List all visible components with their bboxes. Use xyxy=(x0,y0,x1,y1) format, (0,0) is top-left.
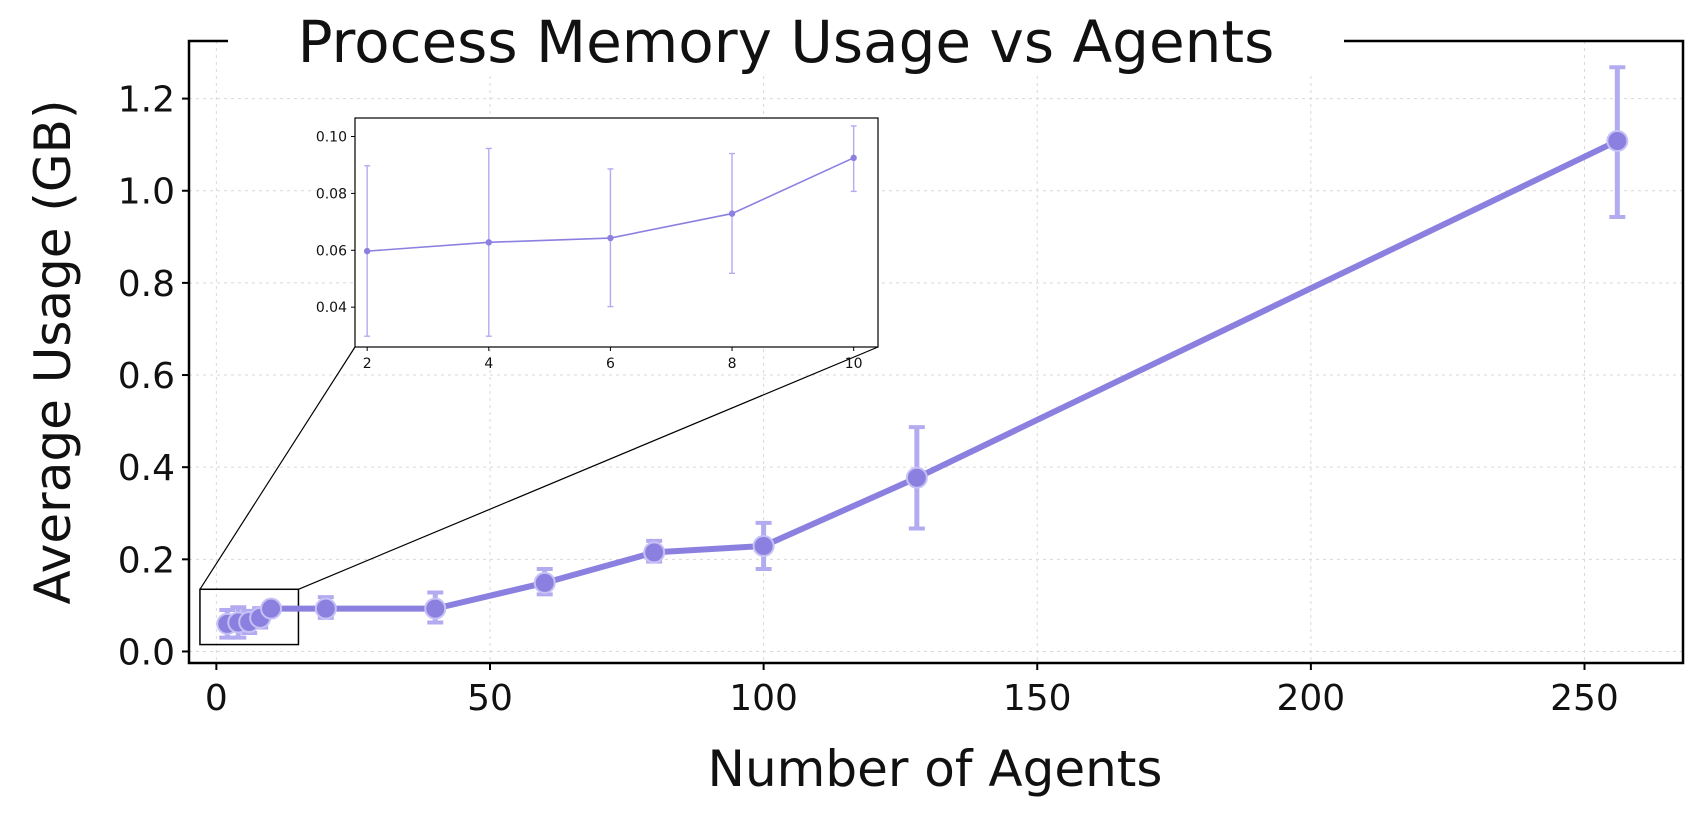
inset-x-tick-label: 8 xyxy=(728,356,737,372)
data-point xyxy=(752,534,775,557)
zoom-box xyxy=(199,588,300,646)
chart-title: Process Memory Usage vs Agents xyxy=(298,8,1275,76)
zoom-indicator xyxy=(199,346,879,646)
data-point xyxy=(905,466,928,489)
x-tick-label: 150 xyxy=(1003,678,1072,719)
y-tick-label: 1.0 xyxy=(118,172,175,213)
inset-data-point xyxy=(485,239,492,246)
x-tick-label: 200 xyxy=(1277,678,1346,719)
inset-frame xyxy=(354,117,879,348)
y-tick-label: 0.0 xyxy=(118,632,175,673)
y-tick-label: 0.2 xyxy=(118,540,175,581)
inset-y-tick-label: 0.06 xyxy=(316,243,347,259)
x-tick-label: 100 xyxy=(729,678,798,719)
data-point xyxy=(1606,129,1629,152)
inset-data-point xyxy=(607,234,614,242)
axis-ticks: 0 50 100 150 200 250 0.0 0.2 0.4 0.6 0.8 1.0 1.2 xyxy=(118,80,1619,719)
data-point xyxy=(314,597,337,620)
zoom-connector xyxy=(298,346,879,590)
grid-lines xyxy=(189,41,1683,663)
x-axis-label: Number of Agents xyxy=(708,740,1163,798)
data-point xyxy=(424,597,447,620)
y-tick-label: 1.2 xyxy=(118,80,175,121)
inset-y-tick-label: 0.04 xyxy=(316,300,347,316)
inset-x-tick-label: 2 xyxy=(363,356,372,372)
x-tick-label: 250 xyxy=(1550,678,1619,719)
x-tick-label: 50 xyxy=(467,678,513,719)
inset-x-tick-label: 10 xyxy=(845,356,863,372)
data-point xyxy=(533,571,556,594)
inset-data-point xyxy=(728,210,736,217)
inset-data-point xyxy=(363,247,371,255)
y-tick-label: 0.4 xyxy=(118,448,175,489)
y-tick-label: 0.8 xyxy=(118,264,175,305)
x-tick-label: 0 xyxy=(205,678,228,719)
inset-chart: 2 4 6 8 10 0.04 0.06 0.08 0.10 xyxy=(316,117,879,372)
zoom-connector xyxy=(199,346,356,590)
inset-x-tick-label: 4 xyxy=(484,356,493,372)
data-series xyxy=(216,65,1629,640)
data-point xyxy=(643,541,666,564)
y-tick-label: 0.6 xyxy=(118,356,175,397)
inset-y-tick-label: 0.10 xyxy=(316,129,347,145)
y-axis-label: Average Usage (GB) xyxy=(24,100,82,605)
inset-x-tick-label: 6 xyxy=(606,356,615,372)
inset-y-tick-label: 0.08 xyxy=(316,186,347,202)
data-point xyxy=(260,597,283,620)
title-backdrop xyxy=(228,10,1344,76)
inset-data-point xyxy=(850,154,857,162)
